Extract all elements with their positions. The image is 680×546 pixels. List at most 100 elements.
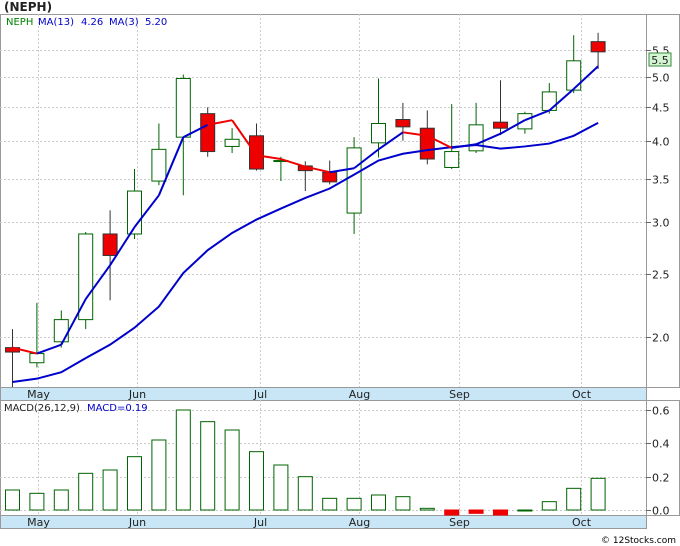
macd-bar bbox=[322, 497, 338, 511]
macd-y-tick-label: 0.0 bbox=[652, 505, 670, 518]
ma3-line-segment bbox=[182, 123, 209, 139]
price-x-tick-label: Jul bbox=[253, 388, 267, 401]
macd-bar bbox=[273, 464, 289, 511]
candle-body bbox=[78, 233, 94, 321]
candle-body bbox=[53, 319, 69, 343]
macd-x-tick-label: Jul bbox=[253, 516, 267, 529]
candle-body bbox=[419, 127, 435, 160]
price-x-tick-label: Aug bbox=[349, 388, 370, 401]
ma3-line-segment bbox=[500, 119, 526, 135]
ma3-line-segment bbox=[451, 143, 477, 149]
macd-pane: May Jun Jul Aug Sep Oct 0.0 0.2 0.4 0.6 bbox=[0, 400, 680, 529]
ma3-line-segment bbox=[377, 131, 404, 151]
ma3-line-segment bbox=[133, 194, 160, 228]
price-y-tick-label: 4.0 bbox=[652, 136, 670, 149]
candle-body bbox=[102, 233, 118, 256]
ma3-line-segment bbox=[84, 264, 111, 300]
price-x-tick-label: Jun bbox=[128, 388, 146, 401]
macd-bar bbox=[371, 494, 386, 511]
candle-body bbox=[493, 121, 508, 129]
macd-legend-label: MACD(26,12,9) bbox=[4, 403, 80, 414]
macd-bar bbox=[53, 489, 69, 511]
ma3-line-segment bbox=[60, 298, 87, 346]
legend-ma3-label: MA(3) bbox=[109, 17, 139, 28]
macd-bar bbox=[29, 492, 45, 511]
price-x-tick-label: May bbox=[27, 388, 50, 401]
macd-bar bbox=[102, 469, 118, 511]
last-price-tag: 5.5 bbox=[648, 52, 672, 67]
candle-body bbox=[224, 138, 240, 147]
macd-bar bbox=[5, 489, 20, 511]
candle-body bbox=[249, 135, 264, 170]
macd-y-tick-label: 0.4 bbox=[652, 438, 670, 451]
ma3-line-segment bbox=[256, 154, 282, 161]
macd-y-tick-label: 0.2 bbox=[652, 472, 670, 485]
macd-bar bbox=[249, 451, 264, 511]
ma3-line-segment bbox=[329, 167, 355, 174]
candle-body bbox=[444, 151, 460, 168]
macd-x-tick-label: Aug bbox=[349, 516, 370, 529]
price-pane: 2.0 2.5 3.0 3.5 4.0 4.5 5.0 5.5 May Jun Jul Aug Sep O… bbox=[0, 14, 680, 401]
ma3-line-segment bbox=[12, 346, 38, 355]
price-x-axis-strip bbox=[0, 387, 647, 401]
ma3-line-segment bbox=[402, 131, 428, 137]
ma3-line-segment bbox=[524, 109, 550, 122]
macd-bar bbox=[346, 497, 362, 511]
macd-bar bbox=[566, 487, 582, 511]
macd-legend-value: MACD=0.19 bbox=[87, 403, 148, 414]
macd-x-tick-label: Jun bbox=[128, 516, 146, 529]
macd-bar bbox=[297, 476, 313, 511]
ma3-line-segment bbox=[426, 134, 453, 149]
macd-x-tick-label: May bbox=[27, 516, 50, 529]
price-x-tick-label: Oct bbox=[572, 388, 592, 401]
macd-bar bbox=[127, 456, 142, 511]
macd-bar bbox=[175, 409, 191, 511]
macd-bar bbox=[419, 507, 435, 511]
macd-bar bbox=[541, 501, 557, 511]
macd-x-tick-label: Oct bbox=[572, 516, 592, 529]
candle-body bbox=[322, 171, 338, 183]
candle-body bbox=[29, 353, 45, 364]
legend-ma3-value: 5.20 bbox=[145, 17, 167, 28]
macd-bar bbox=[78, 472, 94, 511]
price-y-tick-label: 2.5 bbox=[652, 269, 670, 282]
macd-bar bbox=[224, 429, 240, 511]
legend-symbol: NEPH bbox=[6, 17, 33, 28]
macd-bar bbox=[444, 509, 460, 516]
ma3-line-segment bbox=[548, 88, 575, 112]
ma3-line-segment bbox=[573, 65, 599, 90]
chart-overlay bbox=[12, 65, 599, 383]
macd-bar bbox=[200, 421, 216, 511]
candle-body bbox=[346, 147, 362, 214]
macd-y-tick-label: 0.6 bbox=[652, 405, 670, 418]
macd-bar bbox=[395, 496, 411, 511]
price-y-tick-label: 3.0 bbox=[652, 217, 670, 230]
price-y-tick-label: 4.5 bbox=[652, 102, 670, 115]
macd-bar bbox=[517, 509, 533, 512]
ma3-line-segment bbox=[280, 158, 306, 168]
ma3-line-segment bbox=[353, 148, 380, 170]
macd-x-axis-strip bbox=[0, 515, 647, 529]
ma3-line-segment bbox=[207, 119, 233, 126]
watermark: © 12Stocks.com bbox=[601, 536, 676, 546]
candle-body bbox=[541, 91, 557, 111]
macd-x-tick-label: Sep bbox=[449, 516, 470, 529]
candle-body bbox=[151, 148, 167, 182]
candle-body bbox=[371, 122, 386, 144]
candle-body bbox=[200, 113, 216, 153]
ma3-line-segment bbox=[157, 136, 185, 196]
ma3-line-segment bbox=[109, 226, 136, 266]
macd-bar bbox=[151, 439, 167, 511]
legend-ma13-value: 4.26 bbox=[81, 17, 103, 28]
macd-bar bbox=[493, 509, 508, 516]
ma3-line-segment bbox=[231, 119, 258, 156]
ticker-title: (NEPH) bbox=[4, 0, 52, 14]
macd-bar bbox=[468, 509, 484, 514]
ma3-line-segment bbox=[475, 132, 501, 146]
macd-bar bbox=[590, 477, 606, 511]
candle-body bbox=[590, 41, 606, 53]
ma3-line-segment bbox=[305, 165, 330, 174]
last-price-tag-text: 5.5 bbox=[651, 54, 669, 67]
ma3-line-segment bbox=[36, 343, 62, 355]
legend-ma13-label: MA(13) bbox=[38, 17, 74, 28]
